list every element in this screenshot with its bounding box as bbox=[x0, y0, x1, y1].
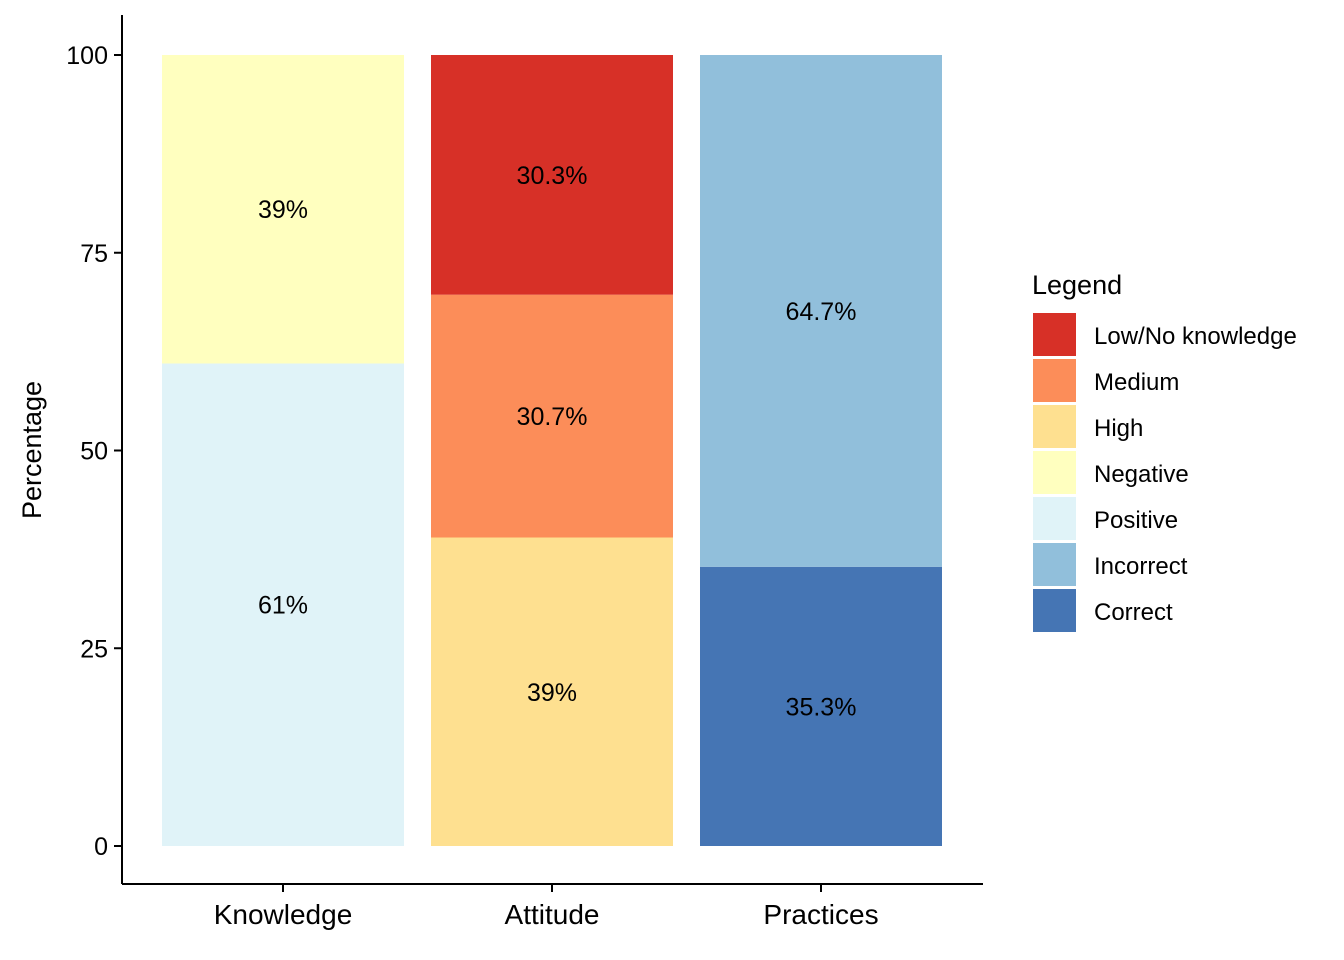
data-label: 39% bbox=[527, 679, 577, 707]
bar-segment-attitude-high bbox=[431, 537, 673, 846]
legend-title: Legend bbox=[1032, 270, 1122, 300]
y-tick-label: 25 bbox=[80, 635, 108, 663]
bar-segment-attitude-low-no-knowledge bbox=[431, 55, 673, 295]
legend-key-low-no-knowledge bbox=[1033, 313, 1076, 356]
legend-key-correct bbox=[1033, 589, 1076, 632]
y-tick-label: 0 bbox=[94, 833, 108, 861]
bar-labels: 61% 39% 39% 30.7% 30.3% 35.3% 64.7% bbox=[258, 162, 856, 722]
x-tick-label: Attitude bbox=[505, 899, 600, 930]
x-tick-label: Practices bbox=[763, 899, 878, 930]
bar-segment-practices-correct bbox=[700, 566, 942, 846]
legend: Legend Low/No knowledge Medium High Negativ… bbox=[1032, 270, 1297, 632]
x-axis: Knowledge Attitude Practices bbox=[122, 883, 983, 930]
data-label: 61% bbox=[258, 592, 308, 620]
legend-key-incorrect bbox=[1033, 543, 1076, 586]
bar-segment-knowledge-negative bbox=[162, 55, 404, 364]
data-label: 39% bbox=[258, 196, 308, 224]
data-label: 64.7% bbox=[786, 298, 857, 326]
legend-label: Negative bbox=[1094, 461, 1189, 488]
legend-label: Correct bbox=[1094, 599, 1173, 626]
plot-bars bbox=[162, 55, 942, 846]
data-label: 30.3% bbox=[517, 162, 588, 190]
y-tick-label: 50 bbox=[80, 438, 108, 466]
legend-key-negative bbox=[1033, 451, 1076, 494]
data-label: 30.7% bbox=[517, 403, 588, 431]
legend-key-positive bbox=[1033, 497, 1076, 540]
y-axis: 0 25 50 75 100 bbox=[66, 15, 123, 884]
y-tick-label: 100 bbox=[66, 42, 108, 70]
legend-label: Medium bbox=[1094, 369, 1179, 396]
legend-label: Incorrect bbox=[1094, 553, 1188, 580]
bar-segment-practices-incorrect bbox=[700, 55, 942, 567]
legend-key-high bbox=[1033, 405, 1076, 448]
bar-segment-attitude-medium bbox=[431, 294, 673, 538]
y-tick-label: 75 bbox=[80, 240, 108, 268]
legend-label: High bbox=[1094, 415, 1143, 442]
data-label: 35.3% bbox=[786, 693, 857, 721]
legend-label: Positive bbox=[1094, 507, 1178, 534]
legend-label: Low/No knowledge bbox=[1094, 323, 1297, 350]
x-tick-label: Knowledge bbox=[214, 899, 353, 930]
legend-key-medium bbox=[1033, 359, 1076, 402]
y-axis-title: Percentage bbox=[17, 381, 47, 519]
bar-segment-knowledge-positive bbox=[162, 363, 404, 846]
